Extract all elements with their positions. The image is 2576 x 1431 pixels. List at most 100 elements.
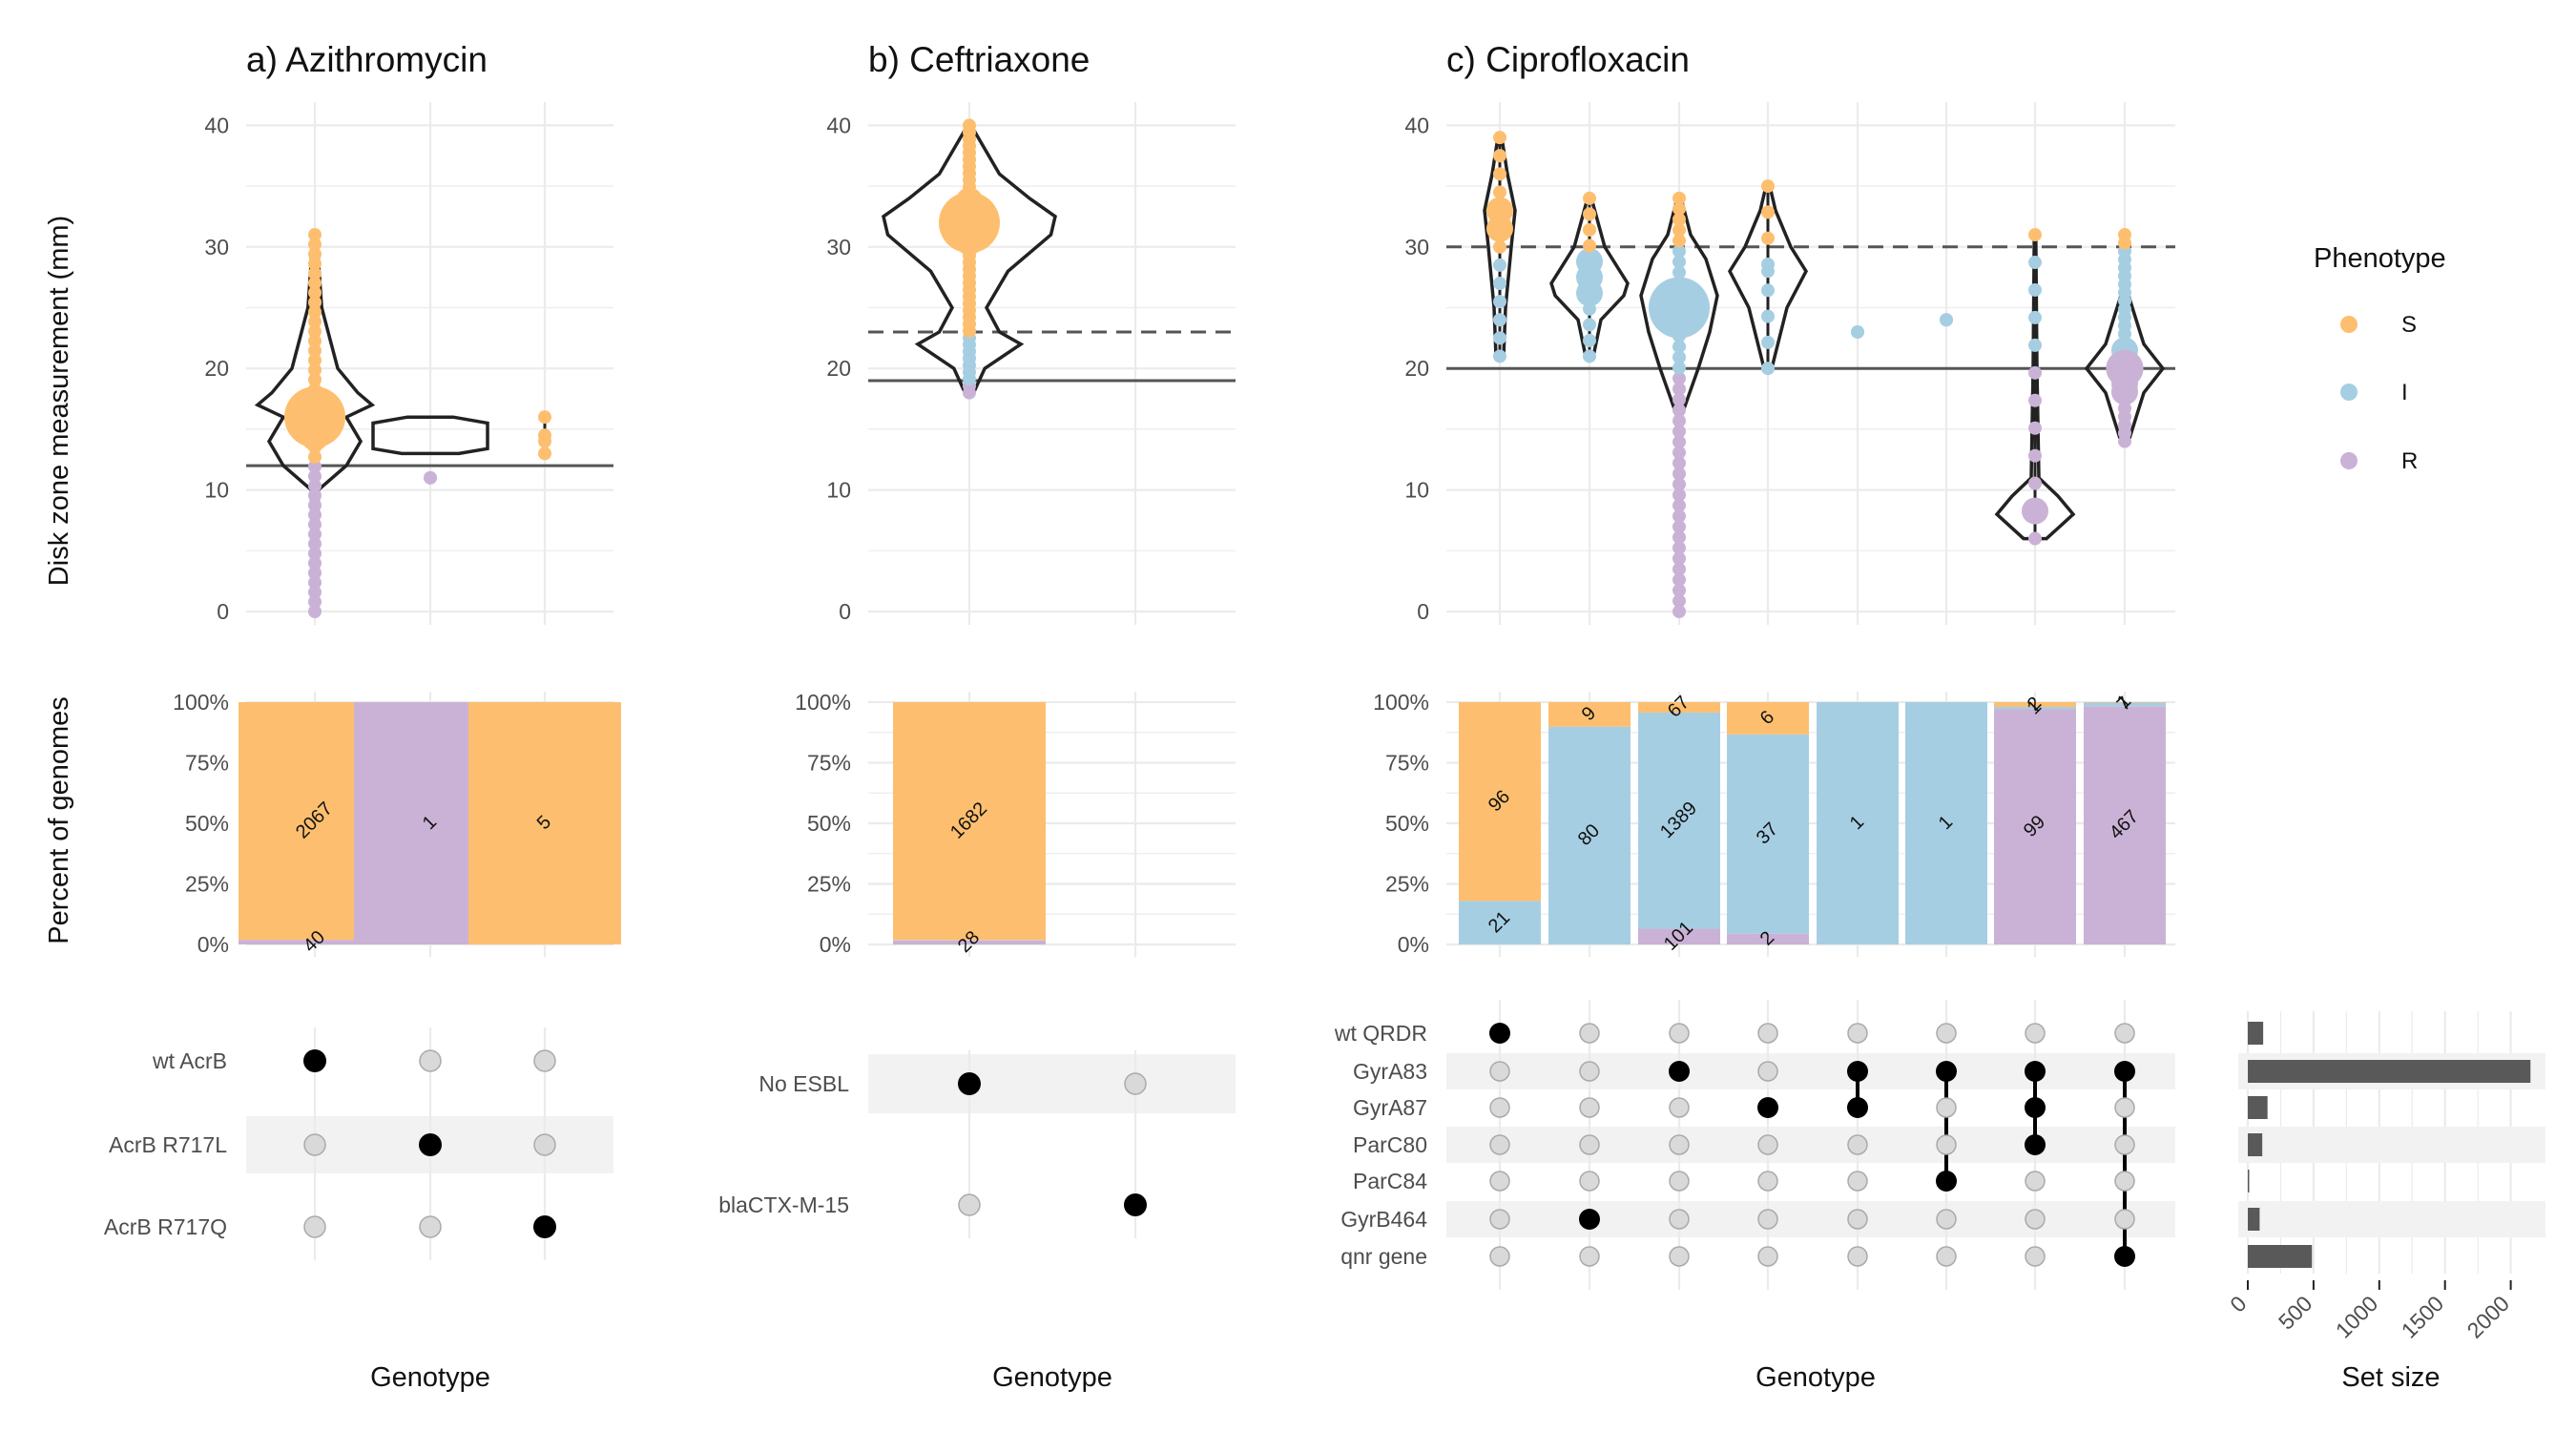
data-point: [308, 343, 322, 358]
y-tick-label-mid: 25%: [185, 872, 229, 897]
upset-dot-filled: [303, 1049, 326, 1072]
set-size-tick-label: 0: [2225, 1291, 2251, 1317]
stacked-bar-s: [1459, 702, 1541, 902]
data-point: [1672, 541, 1686, 555]
upset-dot-empty: [2025, 1171, 2046, 1192]
stacked-bar-r: [1994, 709, 2076, 944]
upset-dot-empty: [1669, 1134, 1690, 1155]
data-point: [1672, 551, 1686, 566]
upset-dot-empty: [1579, 1171, 1600, 1192]
data-point: [538, 446, 551, 461]
x-axis-label-b: Genotype: [992, 1362, 1112, 1393]
data-point: [308, 228, 322, 242]
data-point: [1672, 414, 1686, 428]
data-point: [2028, 256, 2042, 270]
y-tick-label-top: 20: [1404, 356, 1429, 381]
data-point: [308, 488, 322, 503]
data-point: [308, 479, 322, 493]
data-point: [1672, 382, 1686, 396]
set-size-bar: [2248, 1060, 2531, 1083]
y-tick-label-top: 0: [839, 599, 851, 624]
legend-label-r: R: [2401, 448, 2418, 474]
median-blob: [2106, 349, 2144, 387]
data-point: [1493, 149, 1506, 163]
data-point: [1493, 185, 1506, 199]
upset-dot-empty: [1579, 1061, 1600, 1082]
y-tick-label-mid: 50%: [1385, 811, 1429, 836]
data-point: [1672, 244, 1686, 259]
data-point: [2028, 421, 2042, 435]
y-tick-label-mid: 25%: [1385, 872, 1429, 897]
upset-dot-filled: [1669, 1061, 1690, 1082]
upset-dot-empty: [1489, 1209, 1510, 1230]
upset-dot-empty: [2025, 1246, 2046, 1267]
data-point: [1672, 201, 1686, 216]
data-point: [1576, 248, 1603, 276]
data-point: [1761, 309, 1775, 323]
data-point: [308, 508, 322, 522]
y-tick-label-top: 30: [204, 235, 229, 259]
upset-row-band: [1446, 1127, 2175, 1163]
upset-dot-empty: [1936, 1097, 1957, 1118]
data-point: [308, 324, 322, 339]
upset-row-band: [1446, 1201, 2175, 1237]
data-point: [308, 537, 322, 551]
upset-dot-empty: [2025, 1209, 2046, 1230]
y-tick-label-mid: 75%: [807, 751, 851, 776]
x-axis-label-c: Genotype: [1755, 1362, 1876, 1393]
data-point: [1672, 350, 1686, 364]
upset-dot-empty: [1936, 1023, 1957, 1044]
y-tick-label-mid: 50%: [807, 811, 851, 836]
data-point: [1493, 277, 1506, 291]
upset-dot-filled: [1124, 1193, 1147, 1216]
data-point: [308, 315, 322, 329]
upset-dot-filled: [2025, 1097, 2046, 1118]
data-point: [1493, 313, 1506, 327]
upset-dot-filled: [1847, 1061, 1868, 1082]
marks-layer: 0102030400%25%50%75%100%0102030400%25%50…: [104, 113, 2531, 1343]
panel-c-title: c) Ciprofloxacin: [1446, 40, 1690, 79]
median-blob: [1649, 277, 1710, 339]
upset-dot-empty: [533, 1133, 556, 1156]
data-point: [1493, 258, 1506, 272]
stacked-bar-r: [893, 940, 1046, 944]
data-point: [1672, 425, 1686, 439]
data-point: [1672, 223, 1686, 238]
legend-title: Phenotype: [2314, 243, 2446, 274]
x-axis-label-a: Genotype: [370, 1362, 490, 1393]
upset-dot-filled: [419, 1133, 442, 1156]
data-point: [1672, 255, 1686, 269]
upset-dot-filled: [1847, 1097, 1868, 1118]
data-point: [308, 460, 322, 474]
y-tick-label-top: 40: [204, 113, 229, 137]
data-point: [308, 575, 322, 590]
data-point: [1672, 234, 1686, 248]
data-point: [1672, 191, 1686, 205]
data-point: [2028, 448, 2042, 463]
stacked-bar-s: [893, 702, 1046, 941]
upset-dot-empty: [2025, 1023, 2046, 1044]
upset-set-label: No ESBL: [758, 1071, 849, 1096]
data-point: [1672, 213, 1686, 227]
y-tick-label-mid: 100%: [1373, 690, 1429, 715]
data-point: [1672, 509, 1686, 524]
upset-row-band: [1446, 1053, 2175, 1089]
set-size-bar: [2248, 1170, 2250, 1192]
upset-dot-empty: [1669, 1209, 1690, 1230]
data-point: [308, 305, 322, 320]
median-blob: [939, 192, 1000, 254]
upset-dot-empty: [303, 1215, 326, 1238]
upset-dot-empty: [1579, 1097, 1600, 1118]
stacked-bar-s: [1727, 702, 1809, 735]
data-point: [1672, 403, 1686, 417]
upset-dot-empty: [1847, 1209, 1868, 1230]
upset-row-band: [868, 1054, 1236, 1113]
data-point: [2028, 310, 2042, 324]
data-point: [1672, 487, 1686, 502]
data-point: [308, 517, 322, 531]
data-point: [1761, 283, 1775, 298]
upset-set-label: GyrB464: [1340, 1207, 1427, 1232]
upset-dot-empty: [1579, 1023, 1600, 1044]
upset-set-label: ParC80: [1353, 1132, 1427, 1157]
set-size-bar: [2248, 1133, 2263, 1156]
